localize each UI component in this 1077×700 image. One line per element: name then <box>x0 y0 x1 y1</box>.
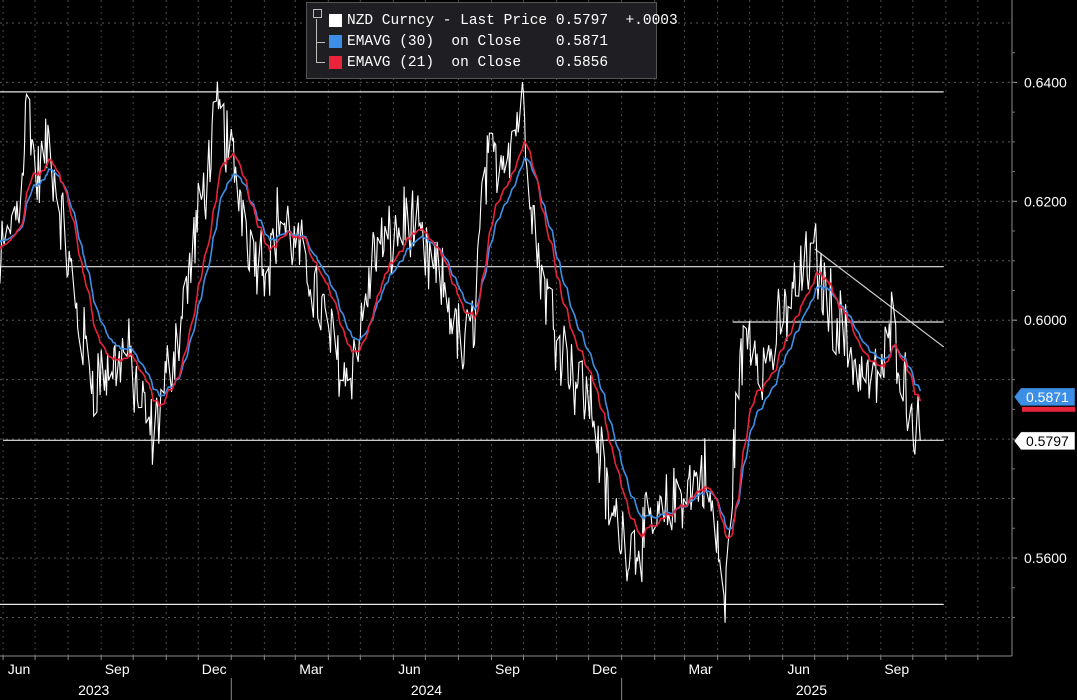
x-month-label: Sep <box>495 661 520 677</box>
legend-label: EMAVG (30) on Close <box>347 34 522 50</box>
last-value-tag-text: 0.5871 <box>1026 389 1069 405</box>
last-value-tag: 0.5871 <box>1013 387 1076 407</box>
ema21-last-value-sliver <box>1022 406 1075 412</box>
legend-swatch-ema30 <box>329 35 342 48</box>
x-month-label: Mar <box>299 661 323 677</box>
legend-swatch-price <box>329 14 342 27</box>
x-month-label: Mar <box>688 661 712 677</box>
legend-value: 0.5871 <box>555 34 609 50</box>
trend-line <box>814 248 945 348</box>
last-value-tag-bg <box>1013 431 1076 451</box>
price-line <box>0 81 921 623</box>
legend-row-ema21: EMAVG (21) on Close 0.5856 <box>329 53 608 73</box>
legend-label: NZD Curncy - Last Price <box>347 13 548 29</box>
y-tick-label: 0.5600 <box>1024 550 1067 566</box>
x-month-label: Dec <box>592 661 617 677</box>
x-axis: Jun Sep Dec Mar Jun Sep Dec Mar Jun Sep 2023 2024 20… <box>0 655 1012 700</box>
chart-legend: NZD Curncy - Last Price 0.5797 +.0003 EM… <box>306 2 678 79</box>
x-month-label: Jun <box>787 661 810 677</box>
ema-line-emavg-21 <box>0 140 922 539</box>
x-month-label: Sep <box>105 661 130 677</box>
legend-connector <box>316 39 325 63</box>
last-value-tag: 0.5797 <box>1013 431 1076 451</box>
y-axis: 0.56000.58000.60000.62000.64000.58710.57… <box>1011 0 1076 656</box>
legend-value: 0.5797 <box>555 13 609 29</box>
y-tick-label: 0.6400 <box>1024 74 1067 90</box>
x-month-label: Jun <box>398 661 421 677</box>
x-year-label: 2024 <box>411 682 442 698</box>
x-year-label: 2025 <box>796 682 827 698</box>
x-month-label: Dec <box>202 661 227 677</box>
support-resistance-lines <box>0 91 945 605</box>
ema-series <box>0 140 922 539</box>
legend-value: 0.5856 <box>555 55 609 71</box>
y-tick-label: 0.6000 <box>1024 312 1067 328</box>
legend-collapse-icon[interactable] <box>313 9 322 18</box>
legend-connector <box>316 19 325 43</box>
y-tick-label: 0.6200 <box>1024 193 1067 209</box>
ema-line-emavg-30 <box>0 157 922 531</box>
price-series <box>0 81 921 623</box>
chart-grid <box>0 0 1012 656</box>
x-year-label: 2023 <box>78 682 109 698</box>
legend-swatch-ema21 <box>329 56 342 69</box>
last-value-tag-bg <box>1013 387 1076 407</box>
legend-row-price: NZD Curncy - Last Price 0.5797 +.0003 <box>329 11 678 31</box>
x-month-label: Jun <box>8 661 31 677</box>
legend-row-ema30: EMAVG (30) on Close 0.5871 <box>329 32 608 52</box>
legend-label: EMAVG (21) on Close <box>347 55 522 71</box>
last-value-tag-text: 0.5797 <box>1026 433 1069 449</box>
legend-change: +.0003 <box>625 13 678 29</box>
x-month-label: Sep <box>884 661 909 677</box>
